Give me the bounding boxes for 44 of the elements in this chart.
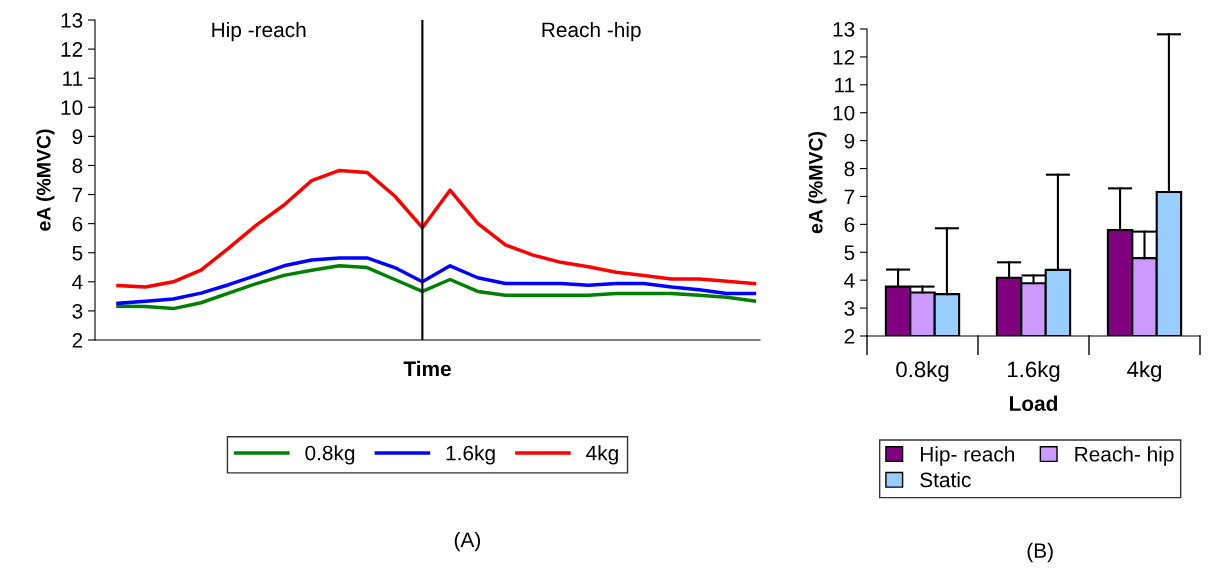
y-tick-label: 6 <box>844 217 855 233</box>
y-tick-label: 5 <box>844 245 855 261</box>
line-series <box>116 264 757 311</box>
line-series <box>116 256 757 306</box>
y-tick-label: 10 <box>833 105 855 121</box>
y-tick-label: 13 <box>833 22 855 37</box>
x-tick-label: 4kg <box>1127 361 1161 382</box>
x-axis-title: Load <box>1010 395 1058 411</box>
y-tick-label: 8 <box>844 161 855 177</box>
y-axis-title: eA (%MVC) <box>808 131 827 234</box>
text: (B) <box>1027 542 1053 563</box>
x-axis-title: Time <box>403 360 451 377</box>
y-tick-label: 3 <box>72 303 83 319</box>
y-tick-label: 3 <box>844 301 855 316</box>
y-tick-label: 7 <box>72 187 83 203</box>
annotation: Hip -reach <box>212 21 306 42</box>
legend-label: Reach- hip <box>1075 446 1174 466</box>
y-axis-title: eA (%MVC) <box>36 129 55 231</box>
y-tick-label: 10 <box>61 100 83 116</box>
y-tick-label: 4 <box>844 273 855 288</box>
y-tick-label: 7 <box>844 189 855 204</box>
line-series <box>116 168 757 289</box>
y-tick-label: 11 <box>63 71 83 86</box>
legend-label: Static <box>920 471 971 488</box>
y-tick-label: 4 <box>72 275 83 290</box>
legend-label: 1.6kg <box>446 445 495 465</box>
y-tick-label: 8 <box>72 158 83 174</box>
legend-label: 4kg <box>586 445 618 465</box>
legend-label: 0.8kg <box>305 445 355 465</box>
y-tick-label: 6 <box>72 216 83 232</box>
y-tick-label: 9 <box>72 129 83 145</box>
y-tick-label: 12 <box>833 49 855 65</box>
annotation: Reach -hip <box>542 21 641 42</box>
legend-label: Hip- reach <box>920 446 1014 466</box>
x-tick-label: 1.6kg <box>1008 361 1060 382</box>
text: (A) <box>454 531 480 552</box>
y-tick-label: 2 <box>844 329 855 344</box>
y-tick-label: 11 <box>835 78 855 93</box>
y-tick-label: 13 <box>61 13 83 28</box>
y-tick-label: 12 <box>61 42 83 57</box>
y-tick-label: 2 <box>72 333 83 348</box>
x-tick-label: 0.8kg <box>896 361 949 382</box>
y-tick-label: 5 <box>72 245 83 261</box>
y-tick-label: 9 <box>844 133 855 149</box>
